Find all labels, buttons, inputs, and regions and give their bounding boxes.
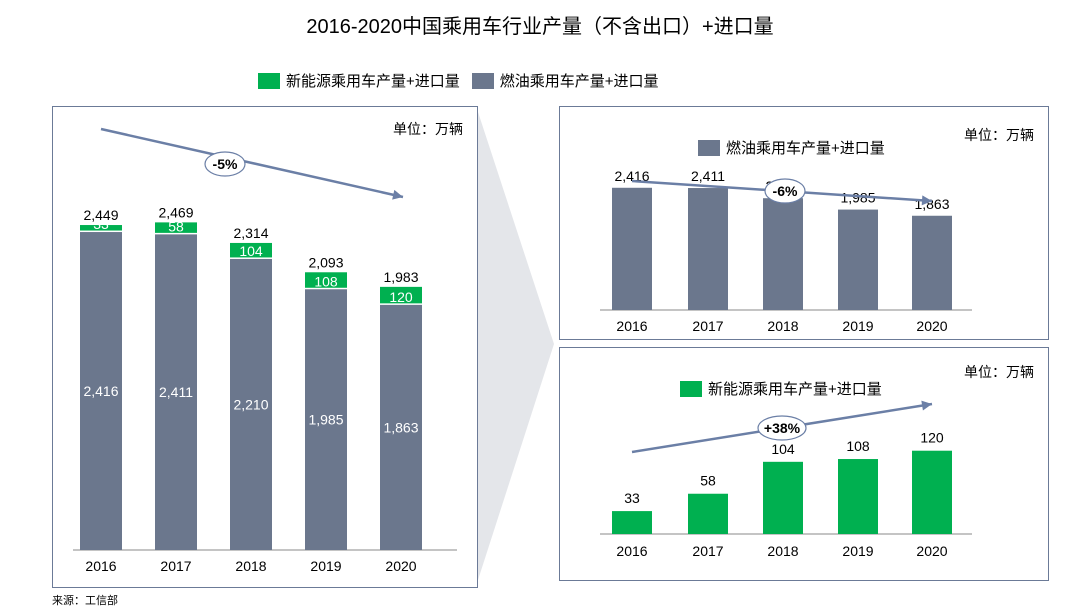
trend-badge-fuel-bubble	[764, 178, 806, 204]
fuel-bar-2018	[763, 198, 803, 310]
x-tick-label: 2017	[160, 558, 191, 574]
nev-value-label: 33	[93, 216, 109, 232]
nev-bar-2018	[763, 461, 803, 534]
nev-value-label: 120	[389, 289, 413, 305]
x-tick-label: 2019	[842, 318, 873, 334]
fuel-bar-2018	[230, 258, 272, 550]
x-tick-label: 2016	[616, 318, 647, 334]
nev-legend-swatch	[680, 380, 702, 397]
trend-badge-nev-text: +38%	[764, 420, 801, 436]
nev-bar-chart: 33 2016 58 2017 104 2018 108 2019 120 2020 +38%	[600, 400, 972, 559]
unit-label-nev: 单位：万辆	[964, 364, 1034, 380]
trend-arrow-left-line	[100, 127, 404, 199]
legend-label-fuel: 燃油乘用车产量+进口量	[499, 73, 659, 90]
fuel-value-label: 2,210	[233, 396, 268, 412]
x-tick-label: 2016	[85, 558, 116, 574]
trend-arrow-nev-head	[921, 400, 932, 411]
x-tick-label: 2017	[692, 543, 723, 559]
fuel-value-label: 1,863	[914, 196, 949, 212]
fuel-bar-2019	[305, 289, 347, 550]
trend-badge-fuel-text: -6%	[773, 183, 798, 199]
x-tick-label: 2019	[842, 543, 873, 559]
chart-title: 2016-2020中国乘用车行业产量（不含出口）+进口量	[306, 16, 774, 38]
nev-bar-2019	[838, 459, 878, 534]
left-panel: 单位：万辆 33 2,449 2,416 2016 58 2,469 2,411 2017 10…	[52, 106, 478, 588]
fuel-bar-2020	[912, 215, 952, 310]
trend-badge-left-bubble	[204, 151, 246, 177]
legend-item-fuel: 燃油乘用车产量+进口量	[471, 70, 659, 91]
legend-label-nev: 新能源乘用车产量+进口量	[286, 73, 460, 90]
nev-bar-2020	[912, 450, 952, 534]
x-tick-label: 2016	[616, 543, 647, 559]
connector-shape	[478, 112, 554, 580]
fuel-bar-chart: 2,41620162,41120172,21020181,98520191,86…	[600, 168, 972, 334]
fuel-value-label: 1,863	[383, 419, 418, 435]
fuel-panel: 单位：万辆 燃油乘用车产量+进口量 2,41620162,41120172,21…	[559, 106, 1049, 340]
nev-bar-2019	[305, 272, 347, 288]
x-tick-label: 2018	[235, 558, 266, 574]
nev-bar-2017	[688, 493, 728, 534]
trend-arrow-fuel-head	[921, 195, 932, 206]
nev-value-label: 108	[846, 438, 870, 454]
nev-value-label: 108	[314, 273, 338, 289]
unit-label-fuel: 单位：万辆	[964, 127, 1034, 143]
legend-item-nev: 新能源乘用车产量+进口量	[258, 70, 460, 91]
x-tick-label: 2020	[385, 558, 416, 574]
total-value-label: 2,449	[83, 207, 118, 223]
total-value-label: 2,093	[308, 254, 343, 270]
total-value-label: 2,314	[233, 225, 268, 241]
nev-value-label: 104	[239, 243, 263, 259]
fuel-value-label: 2,416	[83, 383, 118, 399]
nev-bar-2016	[612, 511, 652, 534]
nev-legend: 新能源乘用车产量+进口量	[680, 378, 882, 399]
nev-bar-2016	[80, 225, 122, 231]
expand-connector	[478, 112, 554, 580]
nev-panel: 单位：万辆 新能源乘用车产量+进口量 33 2016 58 2017 104 2018 10…	[559, 347, 1049, 581]
fuel-value-label: 2,416	[614, 168, 649, 184]
trend-badge-nev-bubble	[757, 415, 807, 441]
fuel-bar-2016	[80, 232, 122, 550]
fuel-legend-label: 燃油乘用车产量+进口量	[726, 140, 885, 157]
source-note: 来源：工信部	[52, 595, 118, 607]
fuel-legend: 燃油乘用车产量+进口量	[698, 137, 885, 158]
legend-swatch-nev	[258, 72, 280, 89]
stacked-bar-chart: 332,449 2,416 2016 582,469 2,411 2017 104 2,314…	[73, 127, 457, 574]
nev-bar-2020	[380, 286, 422, 304]
nev-value-label: 120	[920, 430, 944, 446]
fuel-value-label: 2,411	[691, 168, 725, 184]
trend-badge-left-text: -5%	[213, 156, 238, 172]
fuel-value-label: 2,411	[159, 384, 193, 400]
fuel-bar-2017	[688, 188, 728, 310]
x-tick-label: 2020	[916, 318, 947, 334]
fuel-bar-2020	[380, 304, 422, 550]
fuel-legend-swatch	[698, 139, 720, 156]
x-tick-label: 2019	[310, 558, 341, 574]
total-value-label: 2,469	[158, 204, 193, 220]
fuel-bar-2016	[612, 187, 652, 310]
nev-bar-2018	[230, 242, 272, 258]
nev-legend-label: 新能源乘用车产量+进口量	[708, 381, 882, 398]
fuel-value-label: 1,985	[308, 412, 343, 428]
fuel-bar-2019	[838, 209, 878, 310]
nev-value-label: 33	[624, 490, 640, 506]
trend-arrow-left-head	[392, 189, 403, 200]
total-value-label: 1,983	[383, 269, 418, 285]
x-tick-label: 2020	[916, 543, 947, 559]
x-tick-label: 2018	[767, 543, 798, 559]
legend-swatch-fuel	[471, 72, 494, 89]
unit-label-left: 单位：万辆	[393, 121, 463, 137]
nev-value-label: 58	[168, 218, 184, 234]
main-legend: 新能源乘用车产量+进口量 燃油乘用车产量+进口量	[258, 70, 671, 91]
fuel-bar-2017	[155, 234, 197, 550]
fuel-value-label: 1,985	[840, 190, 875, 206]
nev-value-label: 104	[771, 441, 795, 457]
x-tick-label: 2017	[692, 318, 723, 334]
nev-value-label: 58	[700, 473, 716, 489]
nev-bar-2017	[155, 222, 197, 233]
x-tick-label: 2018	[767, 318, 798, 334]
